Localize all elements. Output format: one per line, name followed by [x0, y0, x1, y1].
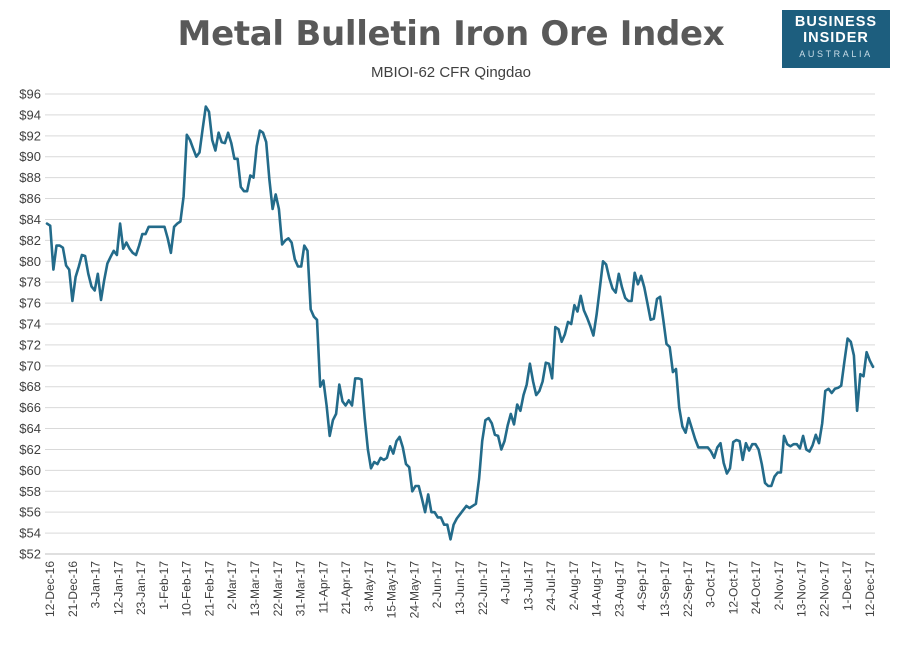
x-tick-label: 13-Nov-17: [795, 561, 809, 617]
x-tick-label: 12-Dec-16: [43, 561, 57, 617]
chart-title: Metal Bulletin Iron Ore Index: [177, 14, 725, 54]
y-tick-label: $66: [19, 400, 41, 415]
x-tick-label: 24-Jul-17: [544, 561, 558, 611]
y-tick-label: $92: [19, 128, 41, 143]
y-tick-label: $64: [19, 421, 41, 436]
x-tick-label: 13-Jul-17: [521, 561, 535, 611]
x-tick-label: 12-Oct-17: [726, 561, 740, 615]
x-tick-label: 22-Sep-17: [681, 561, 695, 617]
x-tick-label: 22-Jun-17: [476, 561, 490, 615]
y-tick-label: $56: [19, 505, 41, 520]
x-tick-label: 2-Jun-17: [430, 561, 444, 609]
x-tick-label: 2-Mar-17: [225, 561, 239, 610]
x-tick-label: 13-Sep-17: [658, 561, 672, 617]
x-tick-label: 10-Feb-17: [180, 561, 194, 617]
y-tick-label: $78: [19, 275, 41, 290]
x-tick-label: 15-May-17: [385, 561, 399, 619]
x-tick-label: 1-Feb-17: [157, 561, 171, 610]
x-tick-label: 12-Dec-17: [863, 561, 877, 617]
x-tick-label: 11-Apr-17: [316, 561, 330, 614]
y-tick-label: $52: [19, 547, 41, 562]
x-tick-label: 23-Jan-17: [134, 561, 148, 615]
y-tick-label: $86: [19, 191, 41, 206]
y-tick-label: $74: [19, 317, 41, 332]
x-tick-label: 22-Mar-17: [271, 561, 285, 617]
x-tick-label: 2-Aug-17: [567, 561, 581, 611]
gridlines: [45, 93, 875, 534]
x-tick-label: 3-May-17: [362, 561, 376, 612]
x-tick-label: 1-Dec-17: [840, 561, 854, 611]
y-tick-label: $58: [19, 484, 41, 499]
y-tick-label: $60: [19, 463, 41, 478]
x-tick-label: 21-Feb-17: [202, 561, 216, 617]
logo-line-insider: INSIDER: [803, 30, 869, 46]
y-tick-label: $72: [19, 337, 41, 352]
x-tick-label: 12-Jan-17: [111, 561, 125, 615]
x-tick-label: 22-Nov-17: [817, 561, 831, 617]
x-tick-label: 31-Mar-17: [294, 561, 308, 617]
y-tick-label: $94: [19, 107, 41, 122]
y-tick-label: $82: [19, 233, 41, 248]
logo-line-australia: AUSTRALIA: [799, 49, 873, 59]
x-tick-label: 3-Oct-17: [704, 561, 718, 608]
x-tick-label: 3-Jan-17: [89, 561, 103, 609]
x-tick-label: 14-Aug-17: [590, 561, 604, 617]
y-tick-label: $68: [19, 379, 41, 394]
y-tick-label: $80: [19, 254, 41, 269]
y-tick-label: $88: [19, 170, 41, 185]
x-tick-label: 21-Dec-16: [66, 561, 80, 617]
x-tick-label: 2-Nov-17: [772, 561, 786, 611]
y-axis-tick-labels: $52 $54 $56 $58 $60 $62 $64 $66 $68 $70 $72 $74 $76 $…: [19, 87, 41, 562]
x-tick-label: 24-Oct-17: [749, 561, 763, 615]
x-tick-label: 13-Mar-17: [248, 561, 262, 617]
x-tick-label: 21-Apr-17: [339, 561, 353, 615]
business-insider-logo: BUSINESS INSIDER AUSTRALIA: [782, 10, 890, 68]
x-tick-label: 24-May-17: [407, 561, 421, 619]
y-tick-label: $96: [19, 87, 41, 102]
x-tick-label: 13-Jun-17: [453, 561, 467, 615]
y-tick-label: $76: [19, 296, 41, 311]
x-tick-label: 23-Aug-17: [612, 561, 626, 617]
x-tick-label: 4-Jul-17: [499, 561, 513, 605]
series-layer: [45, 105, 875, 541]
y-tick-label: $62: [19, 442, 41, 457]
y-tick-label: $90: [19, 149, 41, 164]
chart-subtitle: MBIOI-62 CFR Qingdao: [370, 64, 532, 81]
y-tick-label: $54: [19, 526, 41, 541]
x-axis-tick-labels: 12-Dec-16 21-Dec-16 3-Jan-17 12-Jan-17 23-Ja…: [43, 561, 877, 619]
y-tick-label: $84: [19, 212, 41, 227]
logo-line-business: BUSINESS: [794, 14, 878, 30]
series-line: [45, 105, 875, 541]
y-tick-label: $70: [19, 358, 41, 373]
x-tick-label: 4-Sep-17: [635, 561, 649, 611]
